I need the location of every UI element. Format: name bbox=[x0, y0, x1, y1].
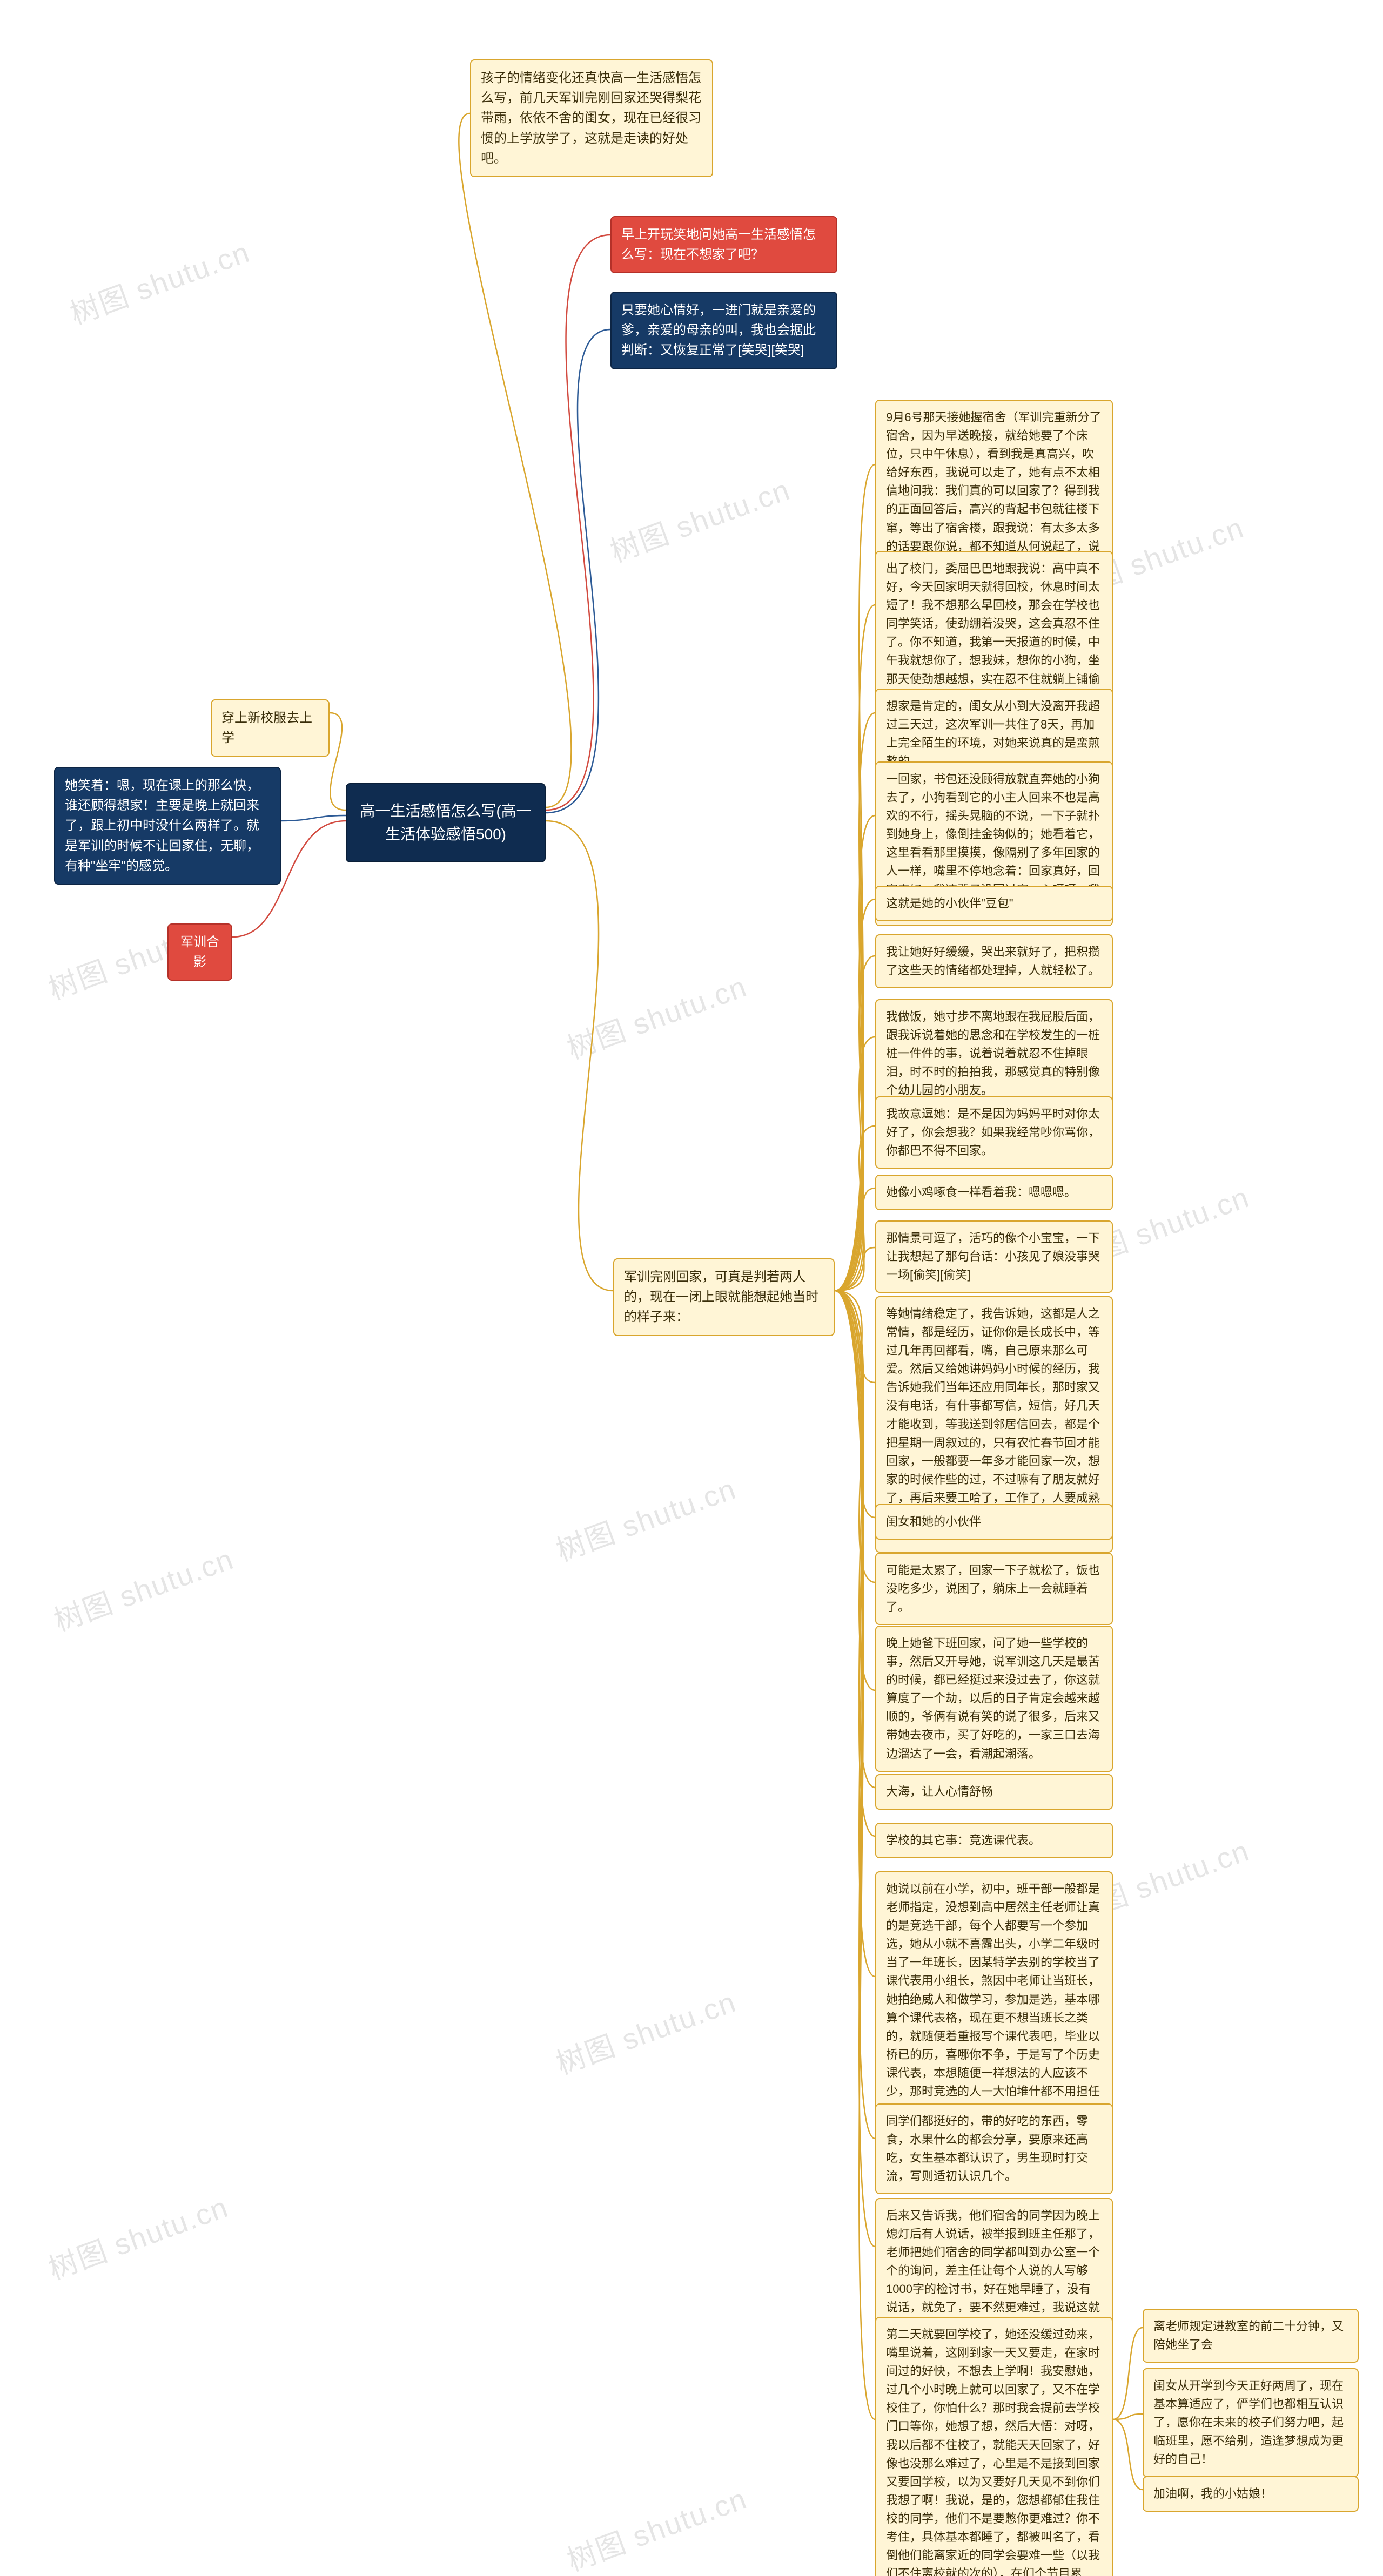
branch-d[interactable]: 穿上新校服去上学 bbox=[211, 699, 330, 757]
watermark: 树图 shutu.cn bbox=[63, 228, 255, 333]
watermark: 树图 shutu.cn bbox=[560, 2475, 752, 2576]
detail-p10[interactable]: 那情景可逗了，活巧的像个小宝宝，一下让我想起了那句台话：小孩见了娘没事哭一场[偷… bbox=[875, 1220, 1113, 1293]
watermark: 树图 shutu.cn bbox=[603, 466, 795, 571]
watermark: 树图 shutu.cn bbox=[42, 2183, 233, 2288]
branch-a[interactable]: 孩子的情绪变化还真快高一生活感悟怎么写，前几天军训完刚回家还哭得梨花带雨，依依不… bbox=[470, 59, 713, 177]
detail-p8[interactable]: 我故意逗她：是不是因为妈妈平时对你太好了，你会想我？如果我经常吵你骂你，你都巴不… bbox=[875, 1096, 1113, 1169]
detail-p15[interactable]: 大海，让人心情舒畅 bbox=[875, 1774, 1113, 1810]
detail-sub1[interactable]: 离老师规定进教室的前二十分钟，又陪她坐了会 bbox=[1143, 2309, 1359, 2363]
center-topic[interactable]: 高一生活感悟怎么写(高一生活体验感悟500) bbox=[346, 783, 546, 862]
branch-b[interactable]: 早上开玩笑地问她高一生活感悟怎么写：现在不想家了吧？ bbox=[610, 216, 837, 273]
detail-sub2[interactable]: 闺女从开学到今天正好两周了，现在基本算适应了，俨学们也都相互认识了，愿你在未来的… bbox=[1143, 2368, 1359, 2477]
detail-p20[interactable]: 第二天就要回学校了，她还没缓过劲来，嘴里说着，这刚到家一天又要走，在家时间过的好… bbox=[875, 2317, 1113, 2576]
branch-c[interactable]: 只要她心情好，一进门就是亲爱的爹，亲爱的母亲的叫，我也会据此判断：又恢复正常了[… bbox=[610, 292, 837, 369]
detail-p14[interactable]: 晚上她爸下班回家，问了她一些学校的事，然后又开导她，说军训这几天是最苦的时候，都… bbox=[875, 1626, 1113, 1772]
detail-sub3[interactable]: 加油啊，我的小姑娘！ bbox=[1143, 2476, 1359, 2512]
watermark: 树图 shutu.cn bbox=[549, 1978, 741, 2083]
watermark: 树图 shutu.cn bbox=[47, 1535, 239, 1640]
detail-p18[interactable]: 同学们都挺好的，带的好吃的东西，零食，水果什么的都会分享，要原来还高吃，女生基本… bbox=[875, 2103, 1113, 2194]
branch-e[interactable]: 她笑着：嗯，现在课上的那么快，谁还顾得想家！主要是晚上就回来了，跟上初中时没什么… bbox=[54, 767, 281, 885]
detail-p12[interactable]: 闺女和她的小伙伴 bbox=[875, 1504, 1113, 1540]
watermark: 树图 shutu.cn bbox=[549, 1465, 741, 1570]
branch-g[interactable]: 军训完刚回家，可真是判若两人的，现在一闭上眼就能想起她当时的样子来： bbox=[613, 1258, 835, 1336]
branch-f[interactable]: 军训合影 bbox=[167, 923, 232, 981]
detail-p7[interactable]: 我做饭，她寸步不离地跟在我屁股后面，跟我诉说着她的思念和在学校发生的一桩桩一件件… bbox=[875, 999, 1113, 1108]
detail-p16[interactable]: 学校的其它事：竞选课代表。 bbox=[875, 1823, 1113, 1858]
watermark: 树图 shutu.cn bbox=[560, 963, 752, 1068]
detail-p5[interactable]: 这就是她的小伙伴"豆包" bbox=[875, 886, 1113, 921]
detail-p6[interactable]: 我让她好好缓缓，哭出来就好了，把积攒了这些天的情绪都处理掉，人就轻松了。 bbox=[875, 934, 1113, 988]
detail-p9[interactable]: 她像小鸡啄食一样看着我：嗯嗯嗯。 bbox=[875, 1175, 1113, 1210]
detail-p13[interactable]: 可能是太累了，回家一下子就松了，饭也没吃多少，说困了，躺床上一会就睡着了。 bbox=[875, 1553, 1113, 1625]
